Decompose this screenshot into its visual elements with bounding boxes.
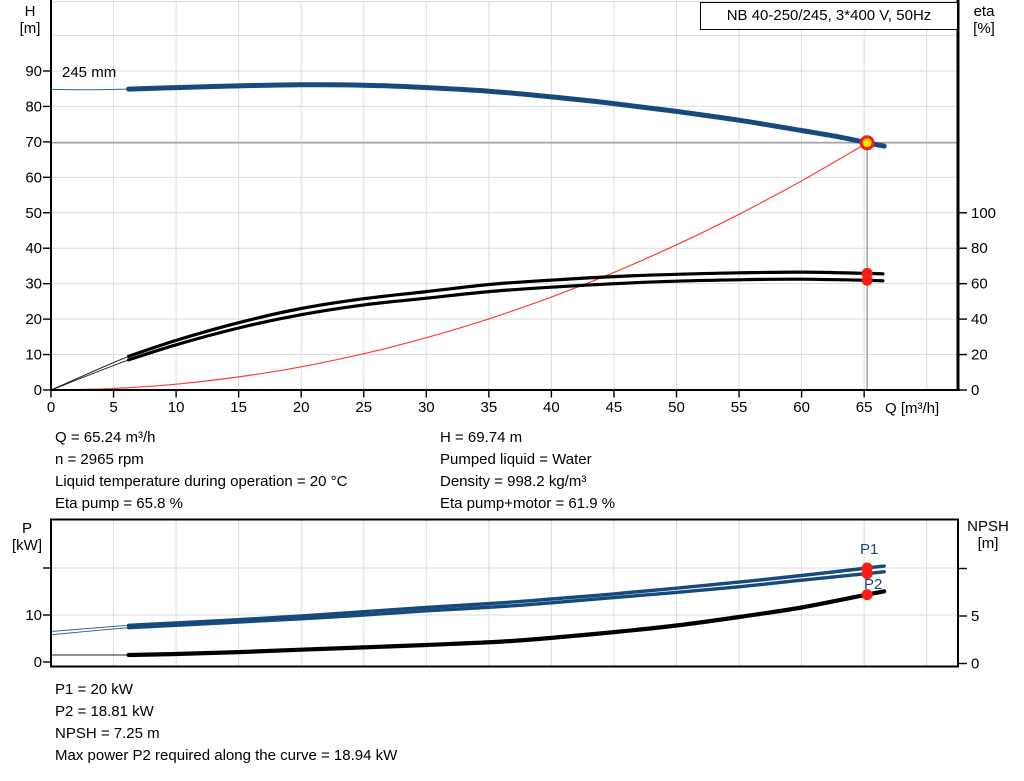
tick-label: 80 [971, 240, 988, 257]
npsh-curve [126, 589, 887, 658]
tick-label: 35 [481, 399, 498, 416]
npsh-point-marker [861, 589, 873, 601]
eta-axis-unit: [%] [973, 20, 995, 37]
tick-label: 80 [25, 98, 42, 115]
tick-label: 55 [731, 399, 748, 416]
npsh-axis-unit: [m] [977, 535, 999, 552]
duty-info-right: H = 69.74 m Pumped liquid = Water Densit… [440, 427, 615, 515]
info-flow: Q = 65.24 m³/h [55, 429, 156, 446]
tick-label: 40 [25, 240, 42, 257]
tick-label: 60 [971, 276, 988, 293]
power-npsh-chart: 0 10 0 5 [25, 518, 979, 673]
info-density: Density = 998.2 kg/m³ [440, 473, 587, 490]
power-axis-name: P [21, 520, 32, 537]
head-axis-name: H [24, 3, 36, 20]
pump-title: NB 40-250/245, 3*400 V, 50Hz [726, 7, 932, 24]
tick-label: 5 [109, 399, 117, 416]
tick-label: 5 [971, 608, 979, 625]
tick-label: 65 [856, 399, 873, 416]
tick-label: 60 [25, 169, 42, 186]
npsh-axis-name: NPSH [967, 518, 1009, 535]
tick-label: 30 [25, 276, 42, 293]
tick-label: 0 [971, 656, 979, 673]
tick-label: 90 [25, 63, 42, 80]
info-pumped-liquid: Pumped liquid = Water [440, 451, 592, 468]
tick-label: 70 [25, 134, 42, 151]
duty-info-left: Q = 65.24 m³/h n = 2965 rpm Liquid tempe… [55, 427, 347, 515]
tick-label: 50 [25, 205, 42, 222]
system-curve-curve-thin [50, 142, 868, 391]
tick-label: 20 [971, 347, 988, 364]
eta-axis-title: eta [%] [962, 3, 1006, 37]
tick-label: 25 [355, 399, 372, 416]
info-eta-pump-motor: Eta pump+motor = 61.9 % [440, 495, 616, 512]
pump-title-box: NB 40-250/245, 3*400 V, 50Hz [700, 2, 958, 30]
tick-label: 50 [668, 399, 685, 416]
tick-label: 0 [34, 382, 42, 399]
tick-label: 0 [34, 654, 42, 671]
npsh-axis-title: NPSH [m] [956, 518, 1020, 552]
head-axis-unit: [m] [19, 20, 41, 37]
eta-axis-name: eta [973, 3, 995, 20]
head-curve [126, 82, 887, 149]
eta-pump-motor-curve [127, 277, 885, 362]
info-head: H = 69.74 m [440, 429, 523, 446]
eta-pump-curve [127, 270, 885, 358]
tick-label: 20 [25, 311, 42, 328]
p2-curve [126, 570, 886, 630]
head-axis-title: H [m] [8, 3, 52, 37]
power-info-block: P1 = 20 kW P2 = 18.81 kW NPSH = 7.25 m M… [55, 679, 397, 767]
plot-border [50, 518, 959, 668]
tick-label: 20 [293, 399, 310, 416]
tick-label: 15 [230, 399, 247, 416]
tick-label: 0 [971, 382, 979, 399]
power-axis-unit: [kW] [12, 537, 42, 554]
power-axis-title: P [kW] [4, 520, 50, 554]
tick-label: 40 [971, 311, 988, 328]
tick-label: 100 [971, 205, 996, 222]
info-npsh: NPSH = 7.25 m [55, 725, 160, 742]
info-eta-pump: Eta pump = 65.8 % [55, 495, 183, 512]
impeller-diameter-label: 245 mm [62, 64, 117, 81]
tick-label: 40 [543, 399, 560, 416]
info-max-power: Max power P2 required along the curve = … [55, 747, 398, 764]
tick-label: 10 [25, 347, 42, 364]
p2-point-marker [861, 568, 873, 580]
info-p1: P1 = 20 kW [55, 681, 133, 698]
tick-label: 0 [47, 399, 55, 416]
p1-curve-label: P1 [860, 541, 879, 558]
duty-point-marker [859, 135, 875, 151]
tick-label: 45 [606, 399, 623, 416]
tick-label: 30 [418, 399, 435, 416]
p2-curve-label: P2 [864, 576, 883, 593]
tick-label: 60 [793, 399, 810, 416]
p1-curve [126, 564, 886, 627]
eta-pump-point-marker [861, 267, 873, 279]
tick-label: 10 [25, 607, 42, 624]
info-speed: n = 2965 rpm [55, 451, 144, 468]
tick-label: 10 [168, 399, 185, 416]
qh-eta-chart: 0 10 20 30 40 50 60 70 80 90 0 5 10 15 20 25 30 35 40 45 50 5… [25, 0, 996, 416]
info-p2: P2 = 18.81 kW [55, 703, 154, 720]
flow-axis-title: Q [m³/h] [885, 400, 940, 417]
info-liquid-temperature: Liquid temperature during operation = 20… [55, 473, 348, 490]
